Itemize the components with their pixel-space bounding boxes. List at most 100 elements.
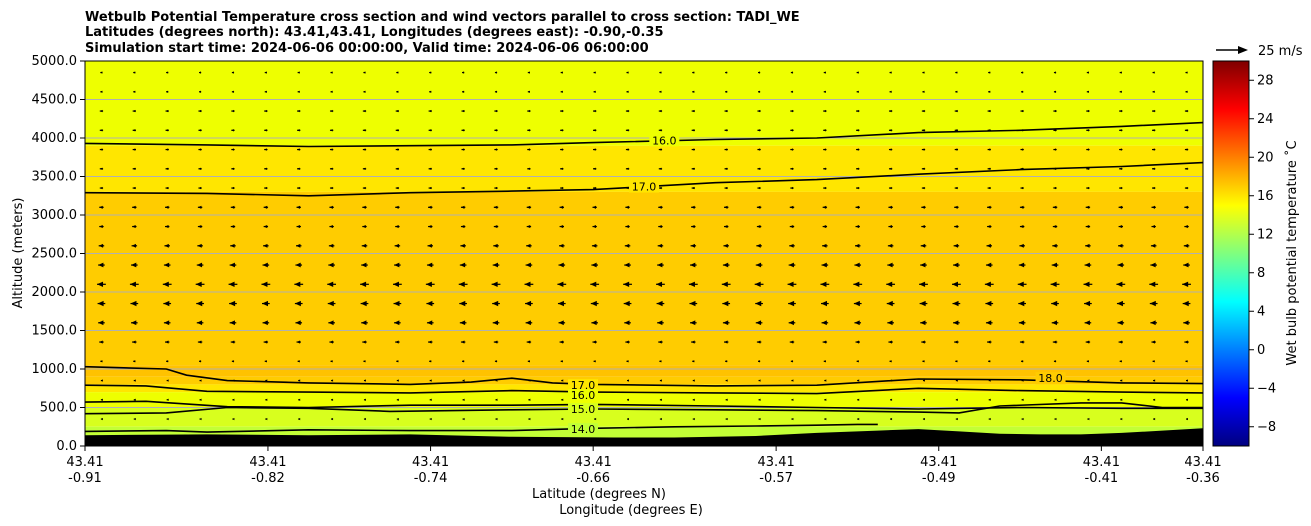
colorbar: −8 −4 0 4 8 12 16 20 24 28 Wet bulb potential tem… — [1212, 60, 1300, 447]
wind-vector — [528, 417, 531, 421]
wind-vector — [395, 167, 400, 170]
wind-vector-head — [329, 186, 333, 190]
wind-vector — [166, 417, 169, 421]
wind-vector — [1186, 398, 1189, 401]
wind-vector — [461, 109, 465, 113]
wind-vector — [1085, 340, 1091, 344]
wind-vector — [888, 205, 893, 209]
wind-vector — [791, 417, 794, 421]
wind-vector-head — [691, 340, 695, 344]
wind-vector — [821, 320, 829, 326]
wind-vector-head — [166, 398, 169, 401]
x-tick-label-lon-6: -0.41 — [1085, 471, 1119, 486]
wind-vector — [1053, 109, 1057, 113]
wind-vector-head — [659, 398, 662, 401]
wind-vector-head — [888, 340, 892, 344]
wind-vector — [1119, 148, 1123, 151]
wind-vector-head — [526, 205, 531, 209]
wind-vector-head — [1150, 243, 1156, 248]
wind-vector — [951, 281, 961, 287]
wind-vector-head — [461, 109, 465, 113]
wind-vector-head — [1118, 205, 1123, 209]
wind-vector — [396, 398, 399, 401]
wind-vector-head — [459, 320, 466, 326]
wind-vector — [1020, 109, 1024, 113]
wind-vector — [1052, 243, 1058, 248]
wind-vector — [1186, 379, 1189, 382]
wind-vector-head — [231, 71, 234, 74]
wind-vector — [392, 281, 402, 287]
wind-vector — [920, 320, 927, 326]
wind-vector — [427, 243, 434, 248]
wind-vector-head — [987, 148, 991, 151]
wind-vector-head — [560, 167, 563, 170]
wind-vector — [790, 148, 794, 151]
wind-vector — [395, 186, 400, 190]
wind-vector-head — [229, 320, 235, 326]
wind-vector-head — [625, 205, 629, 209]
wind-vector — [166, 90, 169, 93]
wind-vector-head — [426, 262, 433, 268]
wind-vector-head — [1085, 340, 1090, 344]
wind-vector — [986, 243, 993, 248]
y-axis-label: Altitude (meters) — [11, 198, 26, 309]
wind-vector-head — [462, 360, 465, 363]
wind-vector — [790, 360, 794, 363]
wind-vector — [164, 243, 170, 248]
wind-vector — [758, 417, 761, 421]
wind-vector — [429, 90, 432, 93]
wind-vector — [1020, 148, 1024, 151]
wind-vector — [165, 205, 170, 209]
wind-vector-head — [953, 243, 959, 248]
wind-vector — [756, 340, 762, 344]
wind-vector-head — [758, 417, 761, 421]
wind-vector-head — [1152, 360, 1155, 363]
wind-vector-head — [493, 243, 498, 248]
wind-vector — [1086, 71, 1090, 74]
wind-vector — [625, 129, 630, 132]
wind-vector — [854, 262, 862, 268]
wind-vector-head — [692, 90, 695, 93]
wind-vector — [1152, 129, 1156, 132]
wind-vector-head — [920, 262, 926, 268]
y-tick-label-2: 1000.0 — [32, 362, 78, 377]
wind-vector — [1021, 417, 1024, 421]
wind-vector — [1184, 340, 1189, 344]
wind-vector — [790, 129, 794, 132]
wind-vector — [625, 167, 630, 170]
wind-vector-head — [921, 109, 925, 113]
wind-vector — [494, 90, 498, 93]
wind-vector-head — [724, 186, 728, 190]
wind-vector — [525, 300, 533, 307]
wind-vector-head — [724, 205, 728, 209]
wind-vector — [361, 320, 368, 326]
wind-vector-head — [922, 417, 925, 421]
wind-vector-head — [166, 417, 169, 421]
wind-vector — [691, 109, 695, 113]
wind-vector-head — [494, 90, 497, 93]
wind-vector — [429, 360, 432, 363]
wind-vector-head — [461, 148, 465, 151]
wind-vector — [888, 148, 893, 151]
contour-label-4: 16.0 — [571, 389, 596, 402]
wind-vector-head — [659, 417, 662, 421]
wind-vector — [1021, 360, 1024, 363]
wind-vector — [758, 398, 761, 401]
wind-vector — [329, 224, 334, 229]
wind-vector — [133, 360, 136, 363]
wind-vector — [591, 243, 598, 248]
wind-vector-head — [590, 281, 597, 287]
wind-vector — [1019, 205, 1025, 209]
wind-vector — [460, 340, 466, 344]
wind-vector-head — [690, 243, 695, 248]
wind-vector-head — [591, 262, 597, 268]
wind-vector — [263, 243, 269, 248]
wind-vector-head — [988, 417, 991, 421]
wind-vector — [824, 398, 827, 401]
wind-vector-head — [461, 167, 465, 170]
wind-vector — [922, 90, 925, 93]
wind-vector — [1184, 148, 1189, 151]
wind-vector — [856, 186, 860, 190]
wind-vector-head — [658, 129, 662, 132]
wind-vector — [393, 300, 402, 307]
